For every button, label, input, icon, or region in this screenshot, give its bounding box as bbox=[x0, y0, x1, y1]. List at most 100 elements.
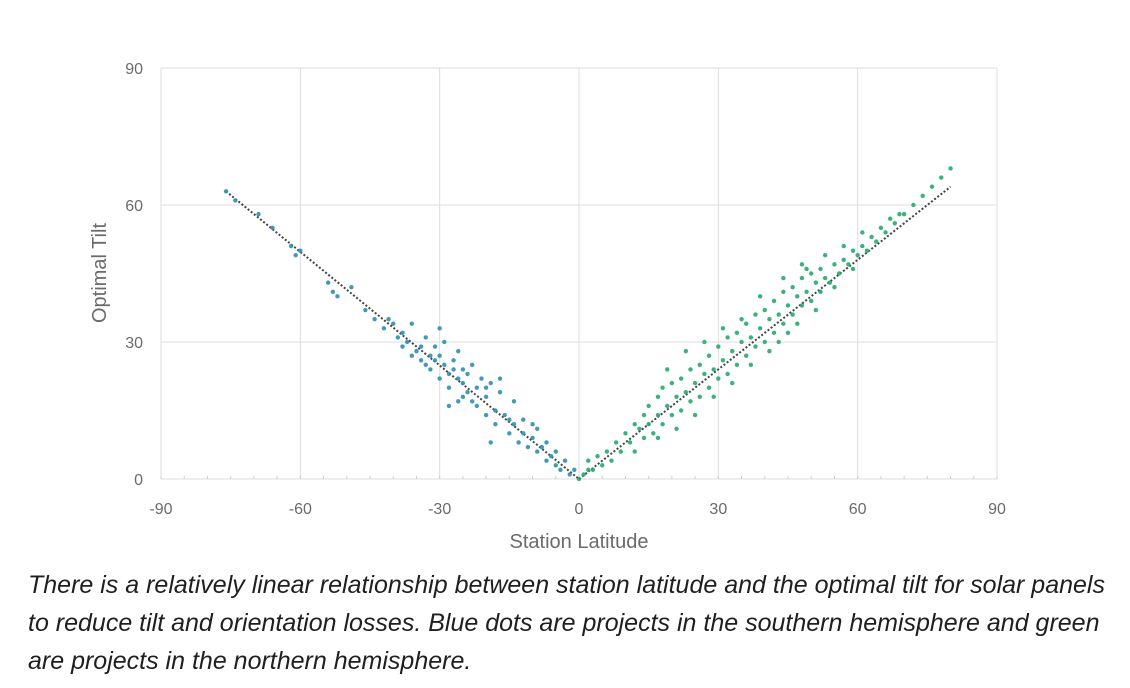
southern-point bbox=[483, 385, 489, 390]
southern-point bbox=[451, 358, 456, 363]
southern-point bbox=[544, 440, 549, 445]
northern-point bbox=[683, 390, 689, 395]
northern-point bbox=[725, 335, 730, 340]
southern-point bbox=[423, 335, 428, 340]
northern-point bbox=[711, 394, 716, 399]
northern-point bbox=[920, 193, 925, 199]
northern-point bbox=[618, 449, 623, 454]
southern-point bbox=[428, 353, 433, 358]
northern-point bbox=[744, 353, 749, 358]
northern-point bbox=[576, 476, 582, 482]
southern-point bbox=[479, 376, 484, 381]
northern-point bbox=[911, 202, 916, 208]
northern-point bbox=[818, 266, 823, 272]
northern-point bbox=[860, 230, 865, 235]
southern-point bbox=[507, 417, 512, 422]
northern-point bbox=[804, 266, 809, 272]
chart-svg: -90 -60 -30 0 30 60 90 0 30 60 90 Station Latitude… bbox=[89, 61, 1006, 553]
northern-point bbox=[892, 221, 898, 226]
southern-point bbox=[493, 422, 498, 427]
northern-point bbox=[846, 262, 851, 267]
northern-point bbox=[762, 307, 767, 313]
northern-point bbox=[600, 463, 605, 468]
northern-point bbox=[869, 234, 874, 240]
southern-point bbox=[335, 294, 340, 299]
southern-point bbox=[437, 376, 442, 381]
northern-point bbox=[813, 280, 819, 285]
southern-point bbox=[456, 376, 461, 381]
northern-point bbox=[767, 316, 772, 322]
northern-point bbox=[822, 275, 828, 281]
southern-point bbox=[525, 444, 531, 450]
northern-point bbox=[855, 253, 860, 258]
northern-point bbox=[688, 367, 693, 372]
northern-point bbox=[613, 440, 619, 445]
northern-point bbox=[692, 412, 698, 418]
northern-point bbox=[716, 344, 721, 349]
northern-point bbox=[632, 422, 637, 427]
northern-point bbox=[725, 371, 730, 377]
northern-point bbox=[586, 467, 591, 473]
northern-point bbox=[683, 348, 689, 354]
southern-point bbox=[488, 440, 493, 445]
northern-point bbox=[883, 230, 888, 235]
northern-point bbox=[641, 412, 647, 418]
northern-point bbox=[586, 458, 591, 463]
northern-point bbox=[716, 376, 721, 381]
northern-point bbox=[799, 275, 805, 281]
northern-point bbox=[771, 330, 777, 336]
southern-point bbox=[223, 189, 229, 194]
southern-point bbox=[446, 385, 452, 390]
northern-point bbox=[632, 449, 637, 454]
southern-point bbox=[460, 394, 466, 399]
northern-point bbox=[948, 166, 953, 171]
northern-point bbox=[753, 312, 758, 317]
southern-point bbox=[530, 422, 535, 427]
northern-point bbox=[850, 248, 856, 253]
northern-point bbox=[697, 394, 702, 399]
northern-point bbox=[674, 394, 679, 399]
northern-point bbox=[781, 289, 786, 294]
northern-point bbox=[665, 403, 670, 409]
northern-point bbox=[734, 362, 740, 368]
northern-point bbox=[646, 422, 651, 427]
southern-point bbox=[391, 321, 396, 326]
southern-point bbox=[233, 198, 238, 203]
southern-point bbox=[469, 362, 475, 368]
southern-point bbox=[548, 453, 554, 459]
southern-point bbox=[437, 353, 442, 358]
northern-point bbox=[762, 339, 767, 345]
northern-point bbox=[771, 298, 777, 304]
southern-point bbox=[572, 467, 577, 473]
y-tick-label: 30 bbox=[125, 335, 143, 352]
northern-point bbox=[785, 303, 791, 308]
northern-point bbox=[781, 275, 786, 281]
northern-point bbox=[730, 380, 735, 386]
x-axis-title: Station Latitude bbox=[510, 531, 649, 553]
northern-point bbox=[776, 312, 781, 317]
trendline bbox=[225, 190, 580, 480]
southern-point bbox=[293, 253, 298, 258]
northern-point bbox=[692, 380, 698, 386]
northern-point bbox=[785, 330, 791, 336]
northern-point bbox=[887, 216, 893, 221]
northern-point bbox=[651, 431, 656, 436]
northern-point bbox=[604, 449, 610, 454]
northern-point bbox=[720, 326, 726, 331]
northern-point bbox=[804, 289, 809, 294]
southern-point bbox=[432, 358, 438, 363]
scatter-chart: -90 -60 -30 0 30 60 90 0 30 60 90 Station Latitude… bbox=[89, 61, 1006, 553]
northern-point bbox=[753, 344, 758, 349]
northern-point bbox=[674, 426, 679, 431]
northern-point bbox=[581, 472, 586, 477]
southern-point bbox=[432, 344, 438, 349]
southern-point bbox=[544, 458, 549, 463]
southern-point bbox=[474, 385, 480, 390]
southern-point bbox=[456, 399, 461, 404]
northern-point bbox=[655, 394, 661, 399]
southern-point bbox=[502, 412, 507, 418]
northern-point bbox=[739, 316, 744, 322]
southern-point bbox=[423, 362, 428, 368]
x-tick-label: 0 bbox=[575, 501, 584, 518]
southern-point bbox=[395, 335, 401, 340]
